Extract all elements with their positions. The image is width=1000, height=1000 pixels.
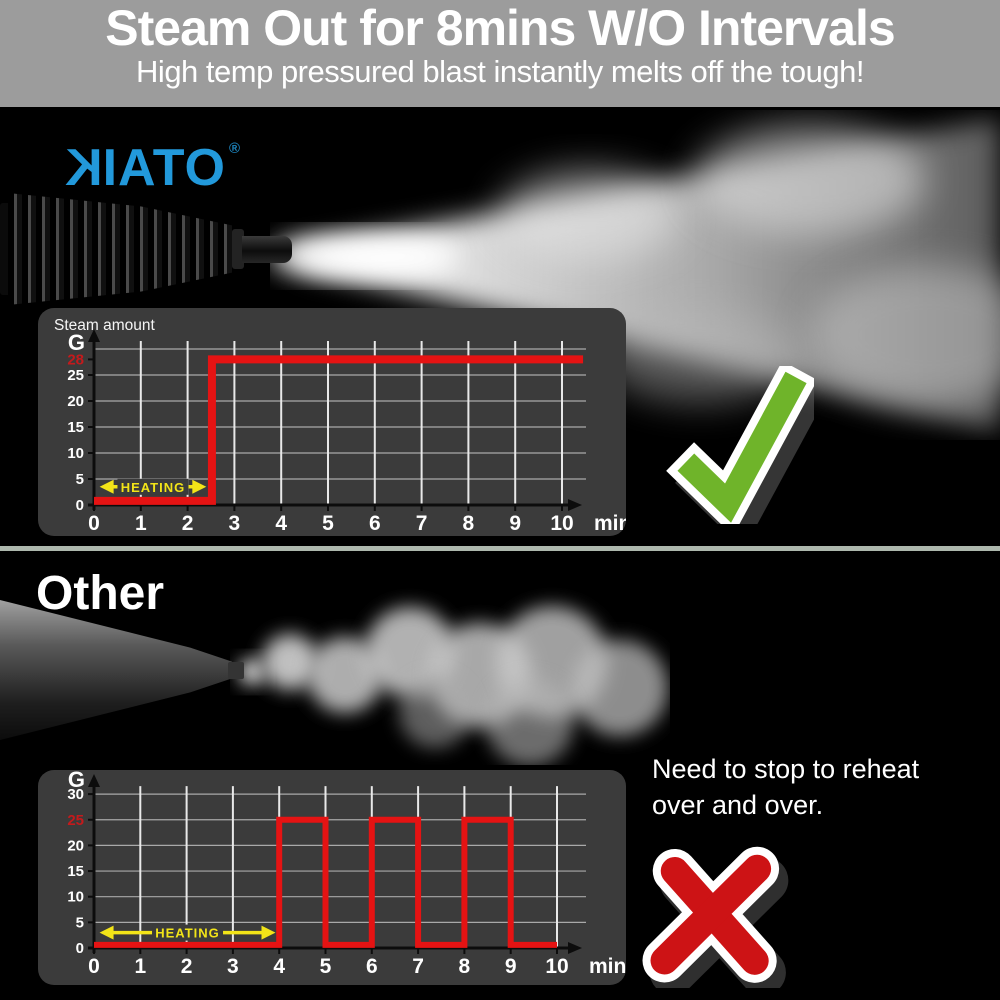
svg-text:G: G [68,770,85,792]
brand-letter-k: K [64,139,103,197]
svg-text:HEATING: HEATING [155,926,220,941]
svg-text:min: min [589,955,626,978]
svg-text:HEATING: HEATING [121,480,186,495]
svg-text:8: 8 [463,512,475,535]
svg-text:0: 0 [88,955,100,978]
reheat-note-text: Need to stop to reheat over and over. [652,754,920,820]
svg-text:30: 30 [67,786,84,803]
brand-letters: IATO [102,139,226,197]
page-subtitle: High temp pressured blast instantly melt… [136,54,864,89]
svg-text:1: 1 [134,955,146,978]
svg-text:25: 25 [67,812,84,829]
page-title: Steam Out for 8mins W/O Intervals [105,0,895,56]
svg-text:20: 20 [67,837,84,854]
svg-text:2: 2 [182,512,194,535]
svg-text:7: 7 [416,512,428,535]
cone-tip [228,662,244,679]
registered-trademark-icon: ® [228,140,242,157]
svg-text:G: G [68,330,85,355]
svg-text:10: 10 [545,955,568,978]
svg-text:1: 1 [135,512,147,535]
nozzle-ribs [8,193,238,305]
svg-text:0: 0 [76,940,84,957]
svg-text:5: 5 [76,914,84,931]
svg-text:6: 6 [366,955,378,978]
svg-text:10: 10 [67,445,84,462]
svg-text:6: 6 [369,512,381,535]
svg-text:3: 3 [229,512,241,535]
svg-text:5: 5 [76,471,84,488]
brand-logo: KIATO ® [64,138,242,198]
svg-text:20: 20 [67,393,84,410]
svg-text:9: 9 [505,955,517,978]
cross-x-icon [642,846,789,988]
other-brand-nozzle-photo [0,600,246,740]
svg-text:3: 3 [227,955,239,978]
svg-text:2: 2 [181,955,193,978]
svg-text:25: 25 [67,367,84,384]
cone-body [0,600,232,740]
svg-text:10: 10 [67,889,84,906]
svg-text:8: 8 [459,955,471,978]
svg-text:9: 9 [509,512,521,535]
intervals-chart-panel: HEATING 0 5 10 15 20 25 30 0 1 2 3 4 5 6 7 8 9 10 min G [38,770,626,985]
steam-jet-image [270,118,1000,432]
svg-text:15: 15 [67,419,84,436]
svg-text:4: 4 [273,955,285,978]
intervals-chart: HEATING 0 5 10 15 20 25 30 0 1 2 3 4 5 6 7 8 9 10 min G [67,770,626,978]
steam-amount-chart-panel: HEATING 0 5 10 15 20 25 28 0 1 2 3 4 5 6 7 8 9 10 min Steam … [38,308,626,536]
nozzle-tip [242,236,292,263]
check-icon [666,366,814,524]
nozzle-ring [232,229,244,269]
svg-text:0: 0 [88,512,100,535]
svg-text:4: 4 [275,512,287,535]
svg-text:15: 15 [67,863,84,880]
section-divider [0,546,1000,551]
svg-text:7: 7 [412,955,424,978]
svg-text:5: 5 [322,512,334,535]
svg-text:10: 10 [550,512,573,535]
other-section-heading: Other [36,567,165,620]
svg-text:min: min [594,512,626,535]
steam-puffs-image [239,606,668,765]
svg-text:0: 0 [76,497,84,514]
steam-cleaner-nozzle-photo [0,193,292,305]
svg-text:28: 28 [67,351,84,368]
svg-text:Steam amount: Steam amount [54,317,155,334]
svg-text:5: 5 [320,955,332,978]
header-banner: Steam Out for 8mins W/O Intervals High t… [0,0,1000,107]
